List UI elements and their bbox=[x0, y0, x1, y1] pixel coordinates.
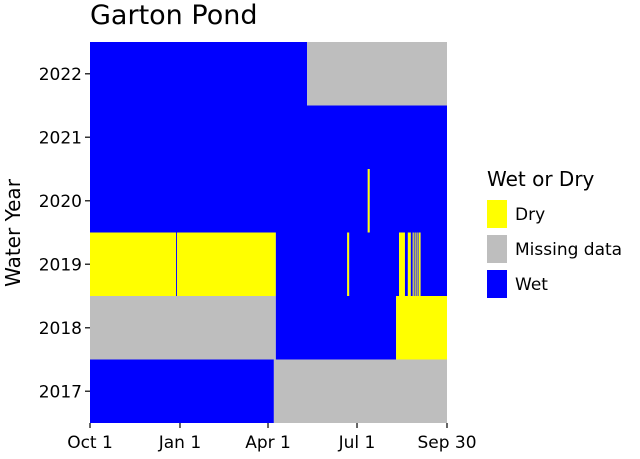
plot-area bbox=[90, 42, 447, 423]
legend-swatch-dry bbox=[487, 200, 507, 228]
y-axis-title: Water Year bbox=[1, 178, 25, 287]
legend-label-wet: Wet bbox=[515, 275, 548, 295]
y-tick-label-2022: 2022 bbox=[39, 65, 82, 85]
x-tick-label-4: Sep 30 bbox=[417, 433, 476, 453]
x-tick-label-2: Apr 1 bbox=[245, 433, 291, 453]
y-tick-label-2019: 2019 bbox=[39, 255, 82, 275]
cell-2019-dry-10 bbox=[412, 232, 414, 296]
y-tick-label-2021: 2021 bbox=[39, 128, 82, 148]
cell-2019-dry-6 bbox=[399, 232, 405, 296]
cell-2019-wet-11 bbox=[413, 232, 415, 296]
cell-2019-wet-3 bbox=[275, 232, 348, 296]
cell-2019-dry-12 bbox=[414, 232, 416, 296]
cell-2019-wet-13 bbox=[415, 232, 417, 296]
cell-2019-wet-1 bbox=[176, 232, 178, 296]
cell-2019-dry-16 bbox=[418, 232, 421, 296]
legend-label-dry: Dry bbox=[515, 205, 545, 225]
x-tick-label-1: Jan 1 bbox=[158, 433, 201, 453]
cell-2018-dry-2 bbox=[396, 296, 447, 360]
cell-2022-wet-0 bbox=[90, 42, 308, 106]
cell-2022-missing-1 bbox=[307, 42, 447, 106]
legend-swatch-wet bbox=[487, 270, 507, 298]
x-tick-label-3: Jul 1 bbox=[338, 433, 376, 453]
cell-2018-missing-0 bbox=[90, 296, 276, 360]
cell-2019-wet-5 bbox=[349, 232, 400, 296]
cell-2020-dry-1 bbox=[367, 169, 370, 233]
cell-2020-wet-2 bbox=[369, 169, 447, 233]
y-tick-label-2017: 2017 bbox=[39, 382, 82, 402]
cell-2019-dry-14 bbox=[416, 232, 418, 296]
legend: Wet or Dry Dry Missing data Wet bbox=[487, 167, 622, 298]
cell-2019-wet-17 bbox=[420, 232, 447, 296]
x-axis: Oct 1 Jan 1 Apr 1 Jul 1 Sep 30 bbox=[67, 423, 477, 453]
cell-2019-wet-9 bbox=[410, 232, 413, 296]
legend-label-missing: Missing data bbox=[515, 240, 622, 260]
chart-title: Garton Pond bbox=[90, 0, 257, 31]
cell-2019-wet-15 bbox=[417, 232, 419, 296]
cell-2019-dry-4 bbox=[347, 232, 350, 296]
cell-2018-wet-1 bbox=[275, 296, 397, 360]
cell-2019-dry-2 bbox=[177, 232, 276, 296]
y-axis: 2017 2018 2019 2020 2021 2022 bbox=[39, 65, 90, 402]
legend-title: Wet or Dry bbox=[487, 167, 595, 191]
cell-2019-dry-0 bbox=[90, 232, 177, 296]
y-tick-label-2018: 2018 bbox=[39, 319, 82, 339]
cell-2017-missing-1 bbox=[273, 359, 447, 423]
y-tick-label-2020: 2020 bbox=[39, 192, 82, 212]
cell-2021-wet-0 bbox=[90, 105, 447, 169]
cell-2017-wet-0 bbox=[90, 359, 274, 423]
cell-2019-wet-7 bbox=[404, 232, 408, 296]
cell-2020-wet-0 bbox=[90, 169, 368, 233]
cell-2019-dry-8 bbox=[407, 232, 411, 296]
legend-swatch-missing bbox=[487, 235, 507, 263]
x-tick-label-0: Oct 1 bbox=[67, 433, 113, 453]
